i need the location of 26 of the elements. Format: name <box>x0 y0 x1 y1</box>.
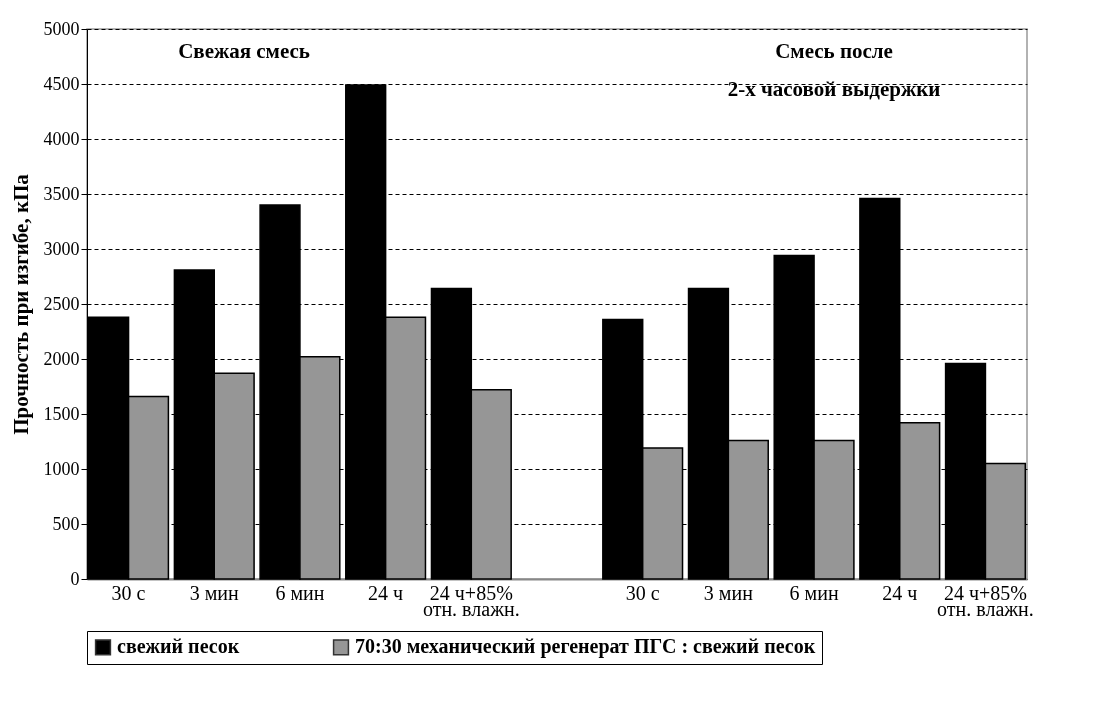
y-tick-label: 1500 <box>43 403 80 424</box>
annotation: Смесь после 2-х часовой выдержки <box>727 39 941 101</box>
y-tick-label: 3000 <box>43 238 80 259</box>
y-tick-label: 5000 <box>43 18 80 39</box>
y-tick-label: 1000 <box>43 458 80 479</box>
x-tick-label: 3 мин <box>703 581 754 604</box>
x-tick-label: 24 ч <box>882 581 918 604</box>
x-tick-label: 6 мин <box>275 581 325 604</box>
y-axis-title: Прочность при изгибе, кПа <box>8 173 33 435</box>
x-tick-label: 6 мин <box>789 581 839 604</box>
y-tick-label: 2000 <box>43 348 80 369</box>
annotation: Свежая смесь <box>178 39 310 63</box>
y-tick-label: 0 <box>70 568 80 589</box>
x-tick-label: 3 мин <box>189 581 240 604</box>
y-tick-label: 500 <box>52 513 80 534</box>
y-tick-label: 4000 <box>43 128 80 149</box>
x-tick-label: 24 ч+85% отн. влажн. <box>422 581 520 620</box>
x-tick-label: 30 с <box>625 581 660 604</box>
x-tick-label: 30 с <box>111 581 146 604</box>
y-tick-label: 3500 <box>43 183 80 204</box>
x-tick-label: 24 ч+85% отн. влажн. <box>937 581 1034 620</box>
y-tick-label: 2500 <box>43 293 80 314</box>
y-tick-label: 4500 <box>43 73 80 94</box>
legend-label: 70:30 механический регенерат ПГС : свежий песок <box>355 635 816 659</box>
legend-label: свежий песок <box>117 635 240 658</box>
x-tick-label: 24 ч <box>368 581 404 604</box>
